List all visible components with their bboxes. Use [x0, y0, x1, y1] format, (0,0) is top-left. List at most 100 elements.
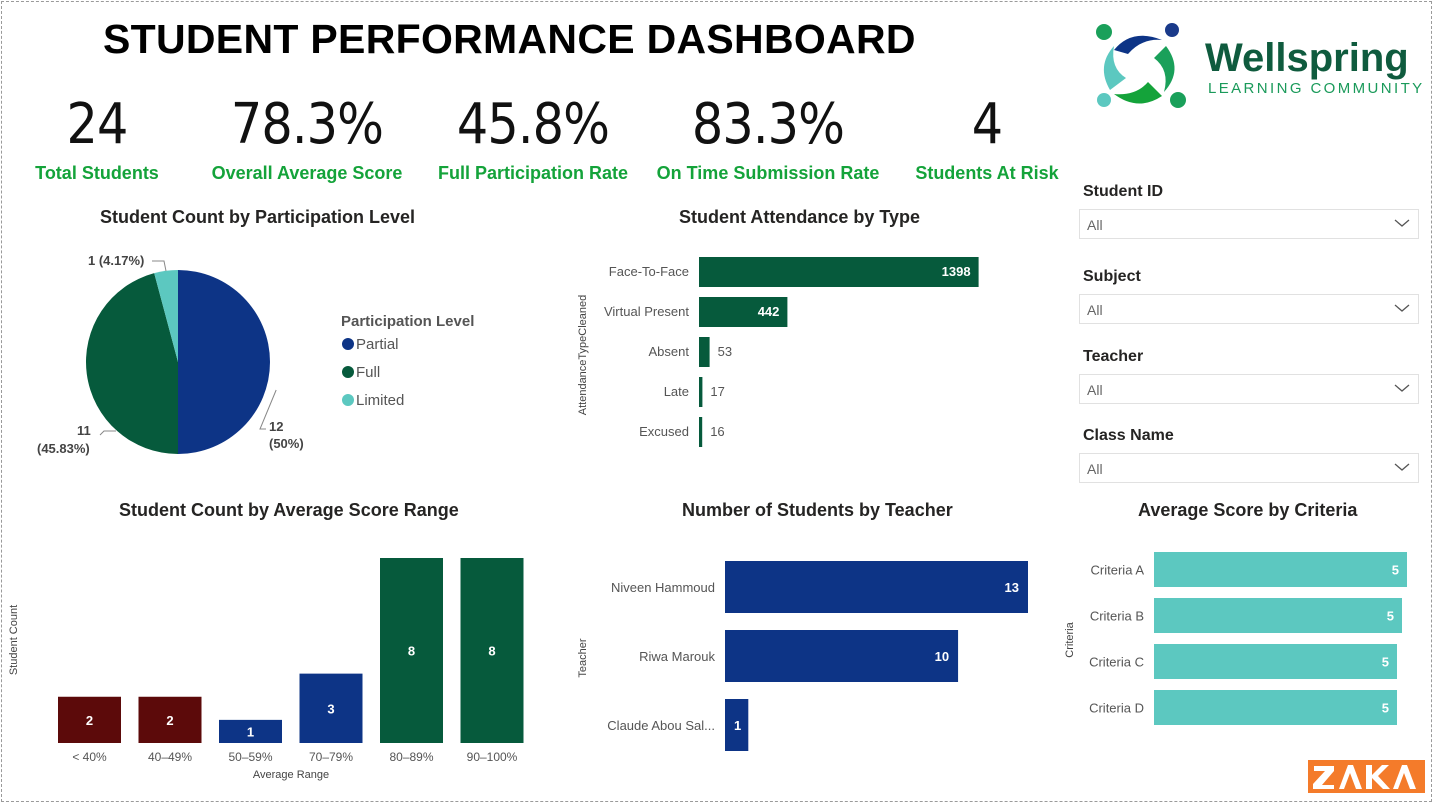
teacher-bar [725, 561, 1028, 613]
attendance-category-label: Absent [649, 344, 690, 359]
criteria-bar-chart: Criteria Criteria A 5 Criteria B 5 Criteria C… [1064, 552, 1407, 725]
teacher-category-label: Riwa Marouk [639, 649, 715, 664]
teacher-bar [725, 630, 959, 682]
pie-slice-partial [178, 270, 270, 454]
score-range-tick-label: 70–79% [309, 750, 353, 764]
score-range-data-label: 2 [86, 713, 93, 728]
slicer-subject-label: Subject [1083, 268, 1141, 285]
attendance-category-label: Late [664, 384, 689, 399]
zaka-logo [1308, 760, 1425, 793]
participation-pie-chart: 12 (50%) 11 (45.83%) 1 (4.17%) Participation … [37, 253, 474, 456]
slicer-student-id-value: All [1087, 217, 1103, 233]
legend-item-full: Full [356, 364, 380, 381]
score-range-tick-label: < 40% [72, 750, 107, 764]
kpi-full-participation-value: 45.8% [456, 92, 610, 157]
slicer-class-name-dropdown[interactable]: All [1079, 453, 1419, 483]
teacher-chart-title: Number of Students by Teacher [682, 500, 953, 520]
score-range-bar [460, 558, 524, 743]
attendance-data-label: 442 [758, 304, 780, 319]
slicer-teacher-dropdown[interactable]: All [1079, 374, 1419, 404]
score-range-tick-label: 80–89% [389, 750, 433, 764]
pie-data-label: 11 [77, 423, 91, 438]
pie-slice-full [86, 273, 178, 454]
attendance-bar [699, 257, 979, 287]
pie-legend-title: Participation Level [341, 313, 474, 330]
slicer-teacher-label: Teacher [1083, 348, 1144, 365]
chevron-down-icon [1394, 463, 1410, 471]
criteria-bar [1154, 598, 1402, 633]
dashboard-title: STUDENT PERFORMANCE DASHBOARD [103, 16, 916, 62]
score-range-bar [58, 696, 121, 743]
criteria-category-label: Criteria A [1091, 563, 1145, 578]
kpi-on-time-label: On Time Submission Rate [656, 163, 880, 183]
chevron-down-icon [1394, 219, 1410, 227]
attendance-category-label: Virtual Present [604, 304, 689, 319]
teacher-category-label: Claude Abou Sal... [607, 718, 715, 733]
pie-data-label: 12 [269, 419, 283, 434]
score-range-tick-label: 50–59% [228, 750, 272, 764]
attendance-data-label: 16 [710, 424, 724, 439]
score-range-tick-label: 40–49% [148, 750, 192, 764]
pie-data-label: (50%) [269, 436, 304, 451]
legend-item-partial: Partial [356, 336, 399, 353]
attendance-bar [699, 337, 710, 367]
attendance-bar [699, 377, 703, 407]
attendance-data-label: 17 [710, 384, 724, 399]
criteria-bar [1154, 552, 1407, 587]
criteria-category-label: Criteria C [1089, 655, 1144, 670]
teacher-bar-chart: Teacher Niveen Hammoud 13 Riwa Marouk 10 Clau… [577, 561, 1028, 751]
attendance-category-label: Face-To-Face [609, 264, 689, 279]
logo-name: Wellspring [1205, 36, 1409, 80]
slicer-subject-dropdown[interactable]: All [1079, 294, 1419, 324]
attendance-chart-title: Student Attendance by Type [679, 207, 921, 227]
slicer-student-id-dropdown[interactable]: All [1079, 209, 1419, 239]
legend-marker-limited [342, 394, 354, 406]
wellspring-logo-icon [1096, 23, 1186, 108]
kpi-at-risk-label: Students At Risk [915, 163, 1059, 183]
logo-subtitle: LEARNING COMMUNITY [1208, 80, 1425, 97]
pie-data-label: 1 (4.17%) [88, 253, 144, 268]
kpi-at-risk-value: 4 [971, 92, 1003, 157]
kpi-average-score-value: 78.3% [230, 92, 384, 157]
legend-marker-full [342, 366, 354, 378]
score-range-data-label: 3 [327, 701, 334, 716]
teacher-category-label: Niveen Hammoud [611, 580, 715, 595]
pie-leader-line [99, 430, 116, 436]
score-range-data-label: 8 [488, 644, 495, 659]
score-range-bar [138, 696, 202, 743]
criteria-data-label: 5 [1392, 563, 1399, 578]
slicer-subject-value: All [1087, 302, 1103, 318]
chevron-down-icon [1394, 304, 1410, 312]
criteria-y-axis-title: Criteria [1064, 621, 1076, 657]
pie-chart-title: Student Count by Participation Level [100, 207, 416, 227]
slicer-student-id-label: Student ID [1083, 183, 1163, 200]
score-range-bar [380, 558, 443, 743]
criteria-bar [1154, 644, 1397, 679]
criteria-bar [1154, 690, 1397, 725]
pie-data-label: (45.83%) [37, 441, 90, 456]
attendance-data-label: 53 [718, 344, 732, 359]
attendance-data-label: 1398 [942, 264, 971, 279]
slicer-class-name-value: All [1087, 461, 1103, 477]
score-range-tick-label: 90–100% [467, 750, 518, 764]
chevron-down-icon [1394, 384, 1410, 392]
attendance-bar [699, 297, 788, 327]
teacher-data-label: 13 [1005, 580, 1019, 595]
legend-marker-partial [342, 338, 354, 350]
zaka-logo-icon [1313, 765, 1416, 789]
attendance-bar-chart: AttendanceTypeCleaned Face-To-Face 1398 Vir… [577, 257, 979, 447]
criteria-data-label: 5 [1387, 609, 1394, 624]
score-range-data-label: 8 [408, 644, 415, 659]
score-range-chart-title: Student Count by Average Score Range [119, 500, 459, 520]
pie-leader-line [152, 260, 167, 272]
criteria-category-label: Criteria B [1090, 609, 1144, 624]
legend-item-limited: Limited [356, 392, 404, 409]
kpi-total-students-label: Total Students [35, 163, 159, 183]
teacher-data-label: 10 [935, 649, 949, 664]
score-range-bar [219, 719, 282, 743]
kpi-total-students-value: 24 [66, 92, 129, 157]
pie-leader-line [259, 389, 277, 430]
slicer-teacher-value: All [1087, 382, 1103, 398]
score-range-bar [299, 673, 363, 743]
